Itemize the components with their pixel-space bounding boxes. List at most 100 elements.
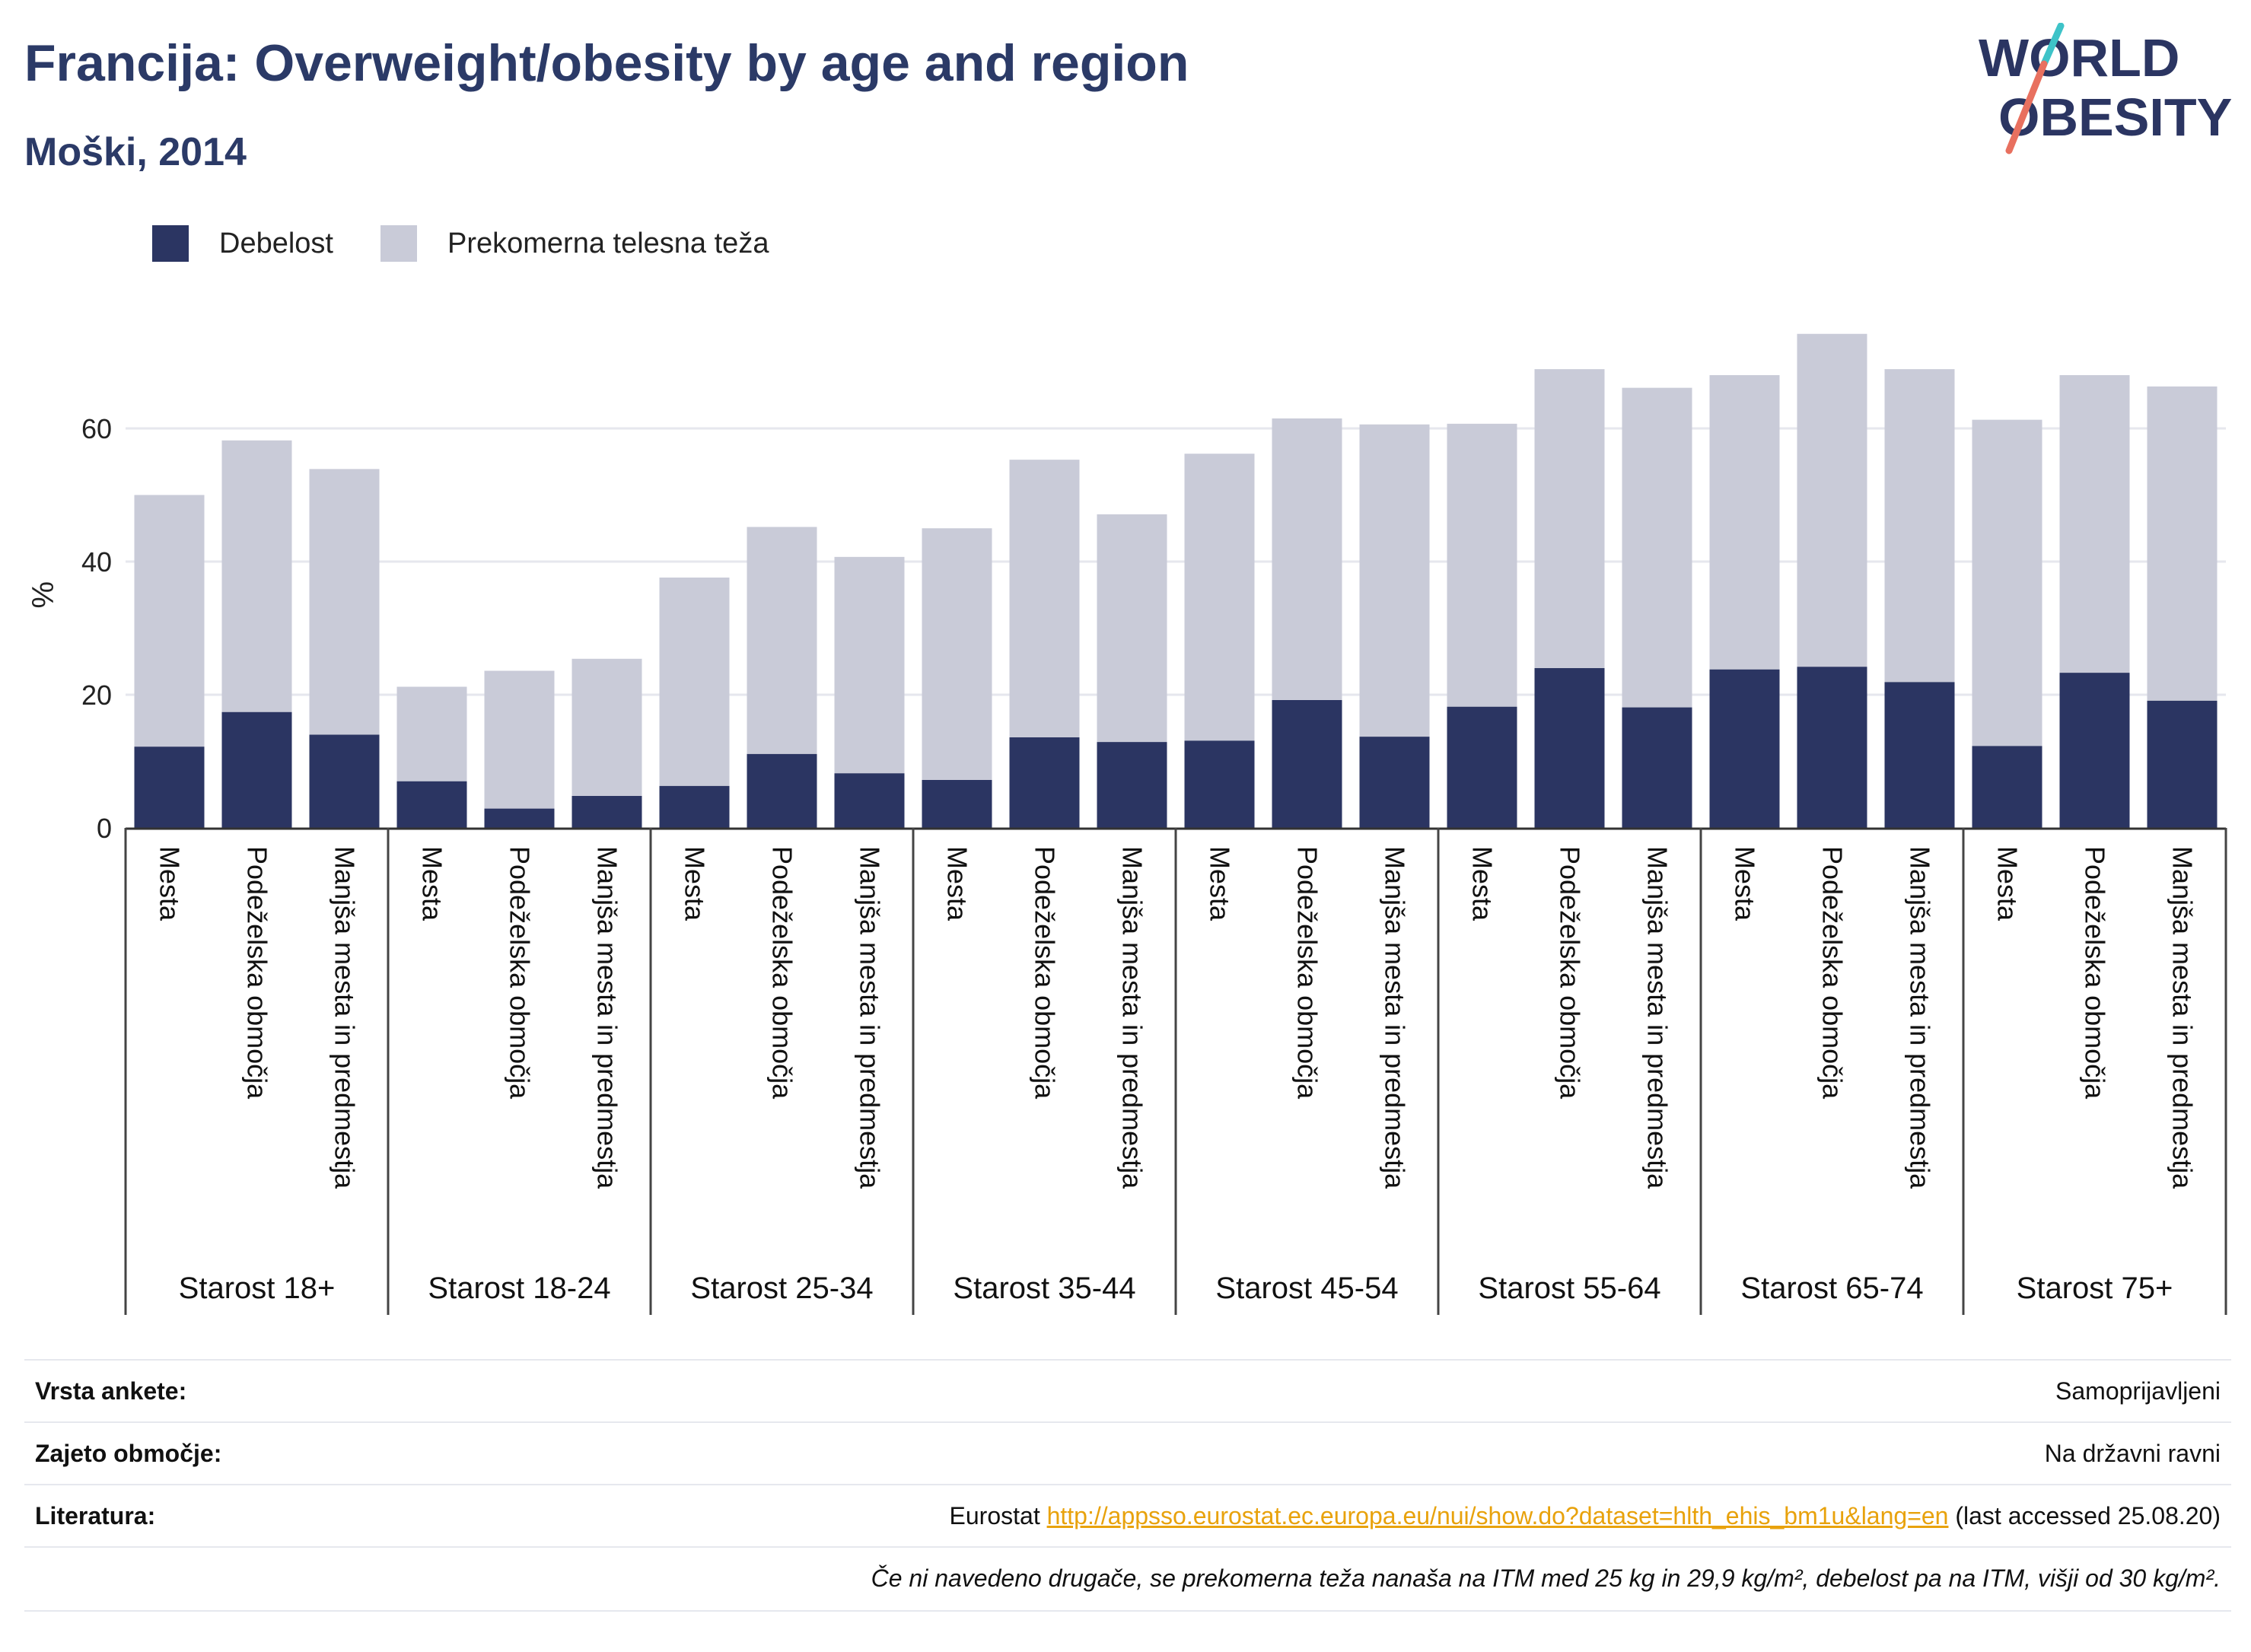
bar-obesity (221, 711, 292, 828)
group-label: Starost 25-34 (690, 1272, 873, 1305)
bar-obesity (659, 785, 730, 828)
world-obesity-logo: WORLD OBESITY (1979, 23, 2232, 154)
x-tick-label: Manjša mesta in predmestja (592, 846, 623, 1189)
bar-obesity (309, 734, 380, 828)
info-key-survey-type: Vrsta ankete: (35, 1377, 187, 1405)
group-label: Starost 75+ (2017, 1272, 2173, 1305)
legend-label-obesity: Debelost (219, 227, 333, 259)
bar-overweight (1709, 375, 1780, 670)
y-tick-label: 40 (81, 546, 112, 578)
x-tick-label: Podeželska območja (767, 846, 798, 1100)
x-tick-label: Podeželska območja (1817, 846, 1848, 1100)
x-tick-label: Podeželska območja (2080, 846, 2111, 1100)
y-tick-label: 60 (81, 413, 112, 444)
group-label: Starost 18+ (179, 1272, 336, 1305)
bar-obesity (747, 753, 817, 828)
stacked-bar-chart: 0 20 40 60% Mesta Podeželska območja Manjša me… (27, 333, 2227, 1315)
bar-obesity (1359, 737, 1430, 828)
bar-obesity (134, 746, 205, 828)
bar-obesity (572, 796, 642, 828)
page-subtitle: Moški, 2014 (24, 130, 247, 174)
bar-overweight (221, 440, 292, 712)
bar-obesity (1884, 682, 1955, 828)
bar-obesity (1447, 706, 1517, 828)
x-tick-label: Manjša mesta in predmestja (2167, 846, 2198, 1189)
literature-link[interactable]: http://appsso.eurostat.ec.europa.eu/nui/… (1046, 1502, 1949, 1529)
logo-line-2: OBESITY (1998, 88, 2232, 147)
bar-obesity (396, 781, 467, 828)
group-label: Starost 55-64 (1478, 1272, 1660, 1305)
legend-item-overweight[interactable]: Prekomerna telesna teža (380, 225, 769, 262)
y-axis-label: % (27, 581, 60, 609)
bar-overweight (1534, 369, 1605, 668)
bar-obesity (1709, 669, 1780, 828)
bar-overweight (134, 495, 205, 747)
bar-obesity (2059, 673, 2130, 828)
bar-overweight (834, 556, 905, 774)
bar-overweight (1097, 514, 1167, 743)
bar-obesity (1972, 746, 2042, 828)
legend-swatch-obesity (152, 225, 189, 262)
bar-overweight (396, 686, 467, 781)
x-tick-label: Podeželska območja (1555, 846, 1586, 1100)
info-row-note: Če ni navedeno drugače, se prekomerna te… (24, 1546, 2231, 1612)
x-tick-label: Podeželska območja (1030, 846, 1061, 1100)
bar-overweight (2147, 386, 2218, 701)
bar-obesity (2147, 700, 2218, 828)
bar-obesity (1534, 668, 1605, 828)
x-tick-label: Manjša mesta in predmestja (1380, 846, 1411, 1189)
bar-overweight (2059, 375, 2130, 673)
bar-obesity (1184, 740, 1255, 828)
x-tick-label: Manjša mesta in predmestja (1905, 846, 1936, 1189)
legend-label-overweight: Prekomerna telesna teža (447, 227, 769, 259)
bar-obesity (1272, 700, 1342, 828)
x-tick-label: Manjša mesta in predmestja (330, 846, 361, 1189)
info-row-coverage: Zajeto območje: Na državni ravni (24, 1421, 2231, 1485)
bar-obesity (1097, 742, 1167, 828)
bar-overweight (1009, 460, 1080, 737)
legend-item-obesity[interactable]: Debelost (152, 225, 333, 262)
bar-overweight (1972, 419, 2042, 746)
bar-obesity (484, 808, 555, 828)
x-tick-label: Podeželska območja (242, 846, 273, 1100)
x-tick-label: Manjša mesta in predmestja (855, 846, 886, 1189)
x-tick-label: Mesta (1467, 846, 1498, 921)
bar-overweight (1184, 454, 1255, 741)
bar-overweight (1359, 424, 1430, 737)
page-title: Francija: Overweight/obesity by age and … (24, 34, 1189, 92)
bar-overweight (484, 670, 555, 809)
logo-line-1: WORLD (1979, 28, 2179, 88)
info-value-coverage: Na državni ravni (2044, 1440, 2221, 1467)
bar-obesity (1009, 737, 1080, 828)
info-value-survey-type: Samoprijavljeni (2055, 1377, 2221, 1405)
x-tick-label: Mesta (1205, 846, 1236, 921)
group-label: Starost 18-24 (428, 1272, 610, 1305)
x-tick-label: Manjša mesta in predmestja (1117, 846, 1148, 1189)
bar-obesity (1797, 667, 1867, 828)
bar-overweight (1884, 369, 1955, 683)
group-label: Starost 65-74 (1740, 1272, 1923, 1305)
group-label: Starost 35-44 (953, 1272, 1135, 1305)
literature-suffix: (last accessed 25.08.20) (1948, 1502, 2221, 1529)
x-tick-label: Podeželska območja (1292, 846, 1323, 1100)
info-key-literature: Literatura: (35, 1502, 156, 1529)
x-tick-label: Mesta (154, 846, 186, 921)
literature-prefix: Eurostat (949, 1502, 1047, 1529)
bar-overweight (1447, 423, 1517, 707)
bar-obesity (922, 780, 992, 828)
x-tick-label: Mesta (1992, 846, 2023, 921)
bar-overweight (1272, 418, 1342, 700)
x-tick-label: Mesta (1730, 846, 1761, 921)
info-value-literature: Eurostat http://appsso.eurostat.ec.europ… (950, 1502, 2221, 1530)
bar-overweight (1797, 333, 1867, 667)
x-tick-label: Mesta (942, 846, 973, 921)
info-row-literature: Literatura: Eurostat http://appsso.euros… (24, 1484, 2231, 1548)
definition-note: Če ni navedeno drugače, se prekomerna te… (871, 1564, 2221, 1592)
bar-overweight (659, 578, 730, 786)
bar-obesity (1622, 707, 1692, 828)
bar-obesity (834, 773, 905, 828)
y-tick-label: 0 (97, 813, 112, 844)
bar-overweight (572, 658, 642, 796)
x-tick-label: Manjša mesta in predmestja (1642, 846, 1673, 1189)
bar-overweight (1622, 387, 1692, 708)
